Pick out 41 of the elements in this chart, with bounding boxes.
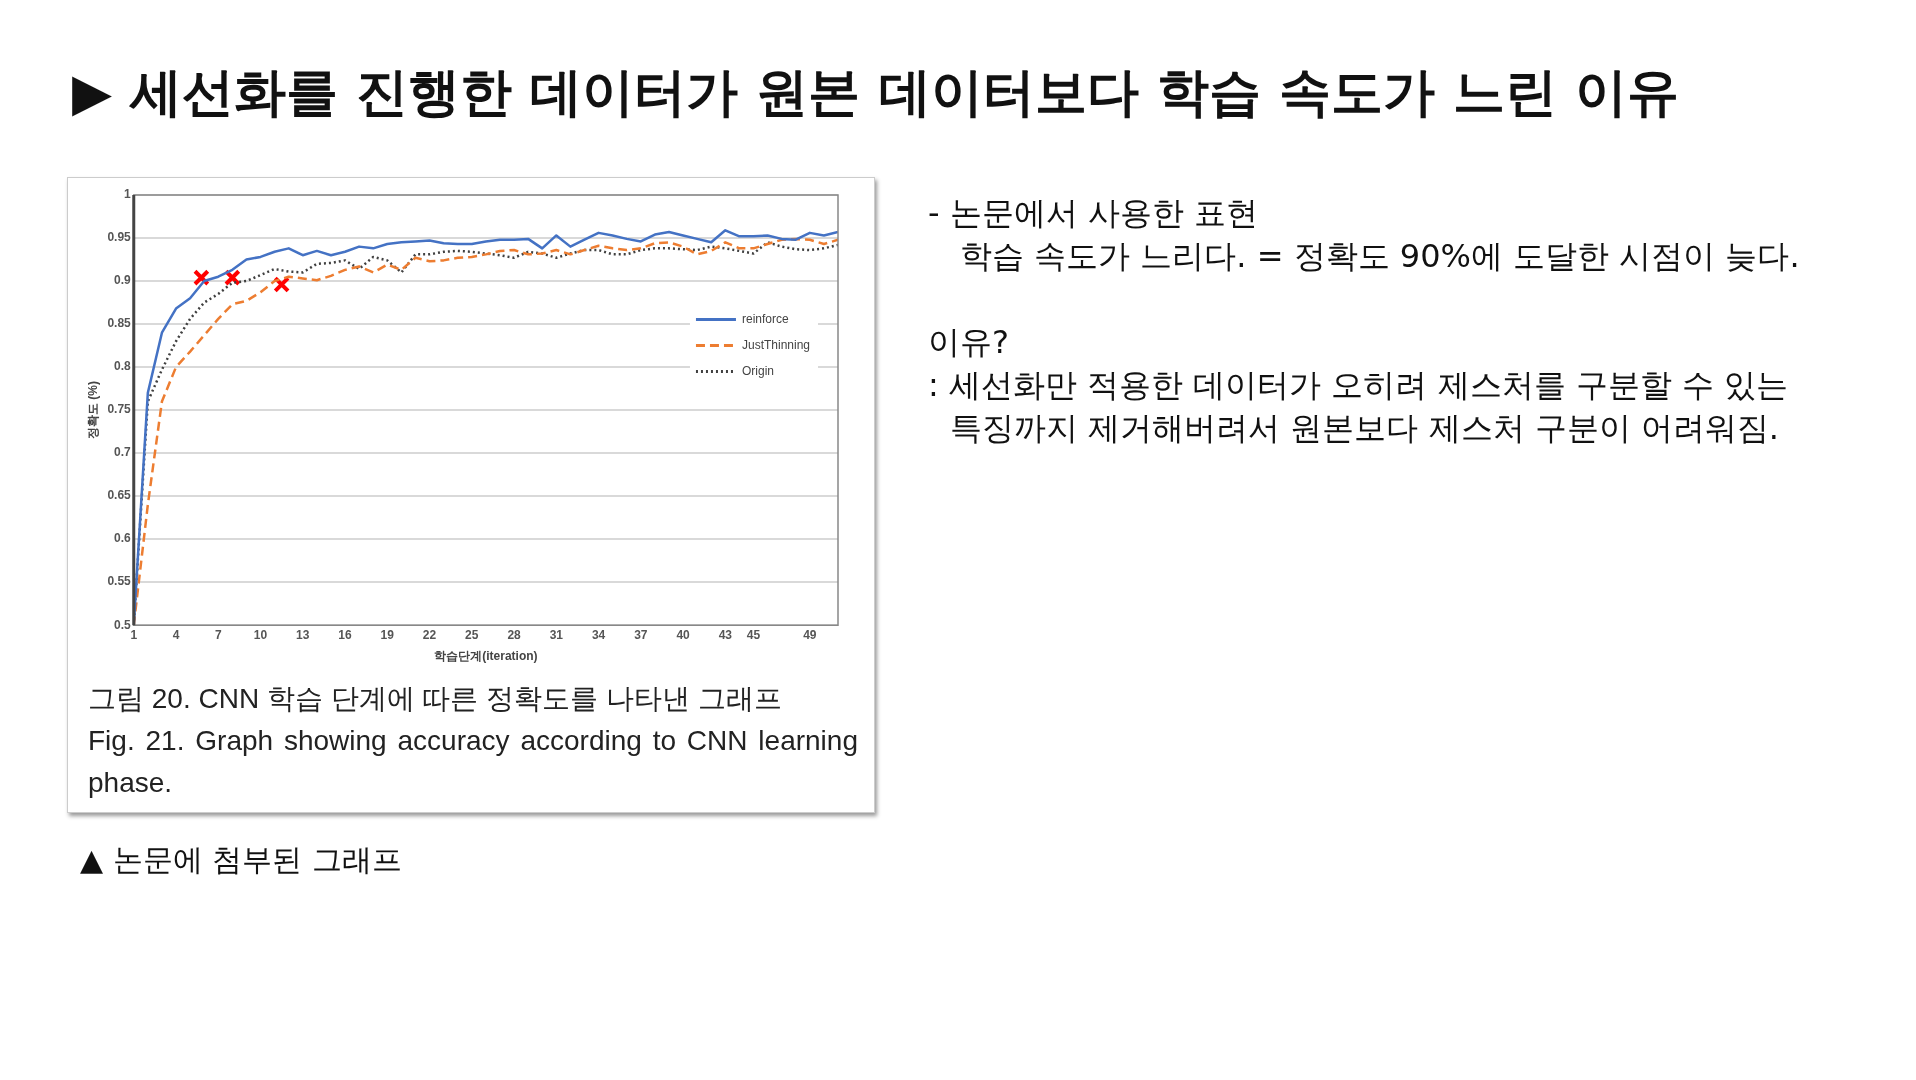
y-tick-label: 0.5: [114, 617, 132, 632]
caption: 그림 20. CNN 학습 단계에 따른 정확도를 나타낸 그래프: [88, 682, 783, 716]
y-tick-label: 1: [124, 187, 132, 202]
x-tick-label: 40: [676, 627, 691, 642]
y-tick-label: 0.9: [114, 273, 132, 288]
legend-label: JustThinning: [741, 337, 811, 352]
x-tick-label: 16: [338, 627, 353, 642]
x-tick-label: 31: [549, 627, 564, 642]
x-tick-label: 10: [253, 627, 268, 642]
x-tick-label: 37: [634, 627, 648, 642]
x-tick-label: 34: [591, 627, 606, 642]
x-tick-label: 43: [718, 627, 733, 642]
x-tick-label: 25: [465, 627, 479, 642]
x-tick-label: 4: [172, 627, 180, 642]
legend-label: reinforce: [741, 311, 789, 326]
text: 특징까지 제거해버려서 원본보다 제스처 구분이 어려워짐.: [949, 408, 1781, 449]
x-tick-label: 22: [422, 627, 437, 642]
x-tick-label: 7: [214, 627, 222, 642]
y-tick-label: 0.7: [114, 445, 132, 460]
y-tick-label: 0.65: [107, 488, 132, 503]
y-axis-title: 정확도 (%): [85, 381, 100, 440]
y-tick-label: 0.75: [107, 402, 132, 417]
x-tick-label: 13: [296, 627, 310, 642]
chart-title: ▶ 세선화를 진행한 데이터가 원본 데이터보다 학습 속도가 느린 이유: [72, 61, 1679, 124]
y-tick-label: 0.85: [107, 316, 132, 331]
y-tick-label: 0.55: [107, 574, 132, 589]
text: 이유?: [928, 322, 1010, 363]
x-tick-label: 28: [507, 627, 522, 642]
x-axis-title: 학습단계(iteration): [434, 649, 538, 664]
text: - 논문에서 사용한 표현: [928, 193, 1260, 234]
x-tick-label: 45: [746, 627, 761, 642]
text: ▲ 논문에 첨부된 그래프: [80, 841, 402, 879]
x-tick-label: 49: [803, 627, 817, 642]
caption: Fig. 21. Graph showing accuracy according to CNN learning phase.: [88, 724, 858, 800]
y-tick-label: 0.95: [107, 230, 132, 245]
text: 학습 속도가 느리다. = 정확도 90%에 도달한 시점이 늦다.: [959, 236, 1800, 277]
y-tick-label: 0.6: [114, 531, 132, 546]
legend-label: Origin: [741, 363, 774, 378]
text: : 세선화만 적용한 데이터가 오히려 제스처를 구분할 수 있는: [928, 365, 1790, 406]
x-tick-label: 19: [380, 627, 395, 642]
y-tick-label: 0.8: [114, 359, 132, 374]
